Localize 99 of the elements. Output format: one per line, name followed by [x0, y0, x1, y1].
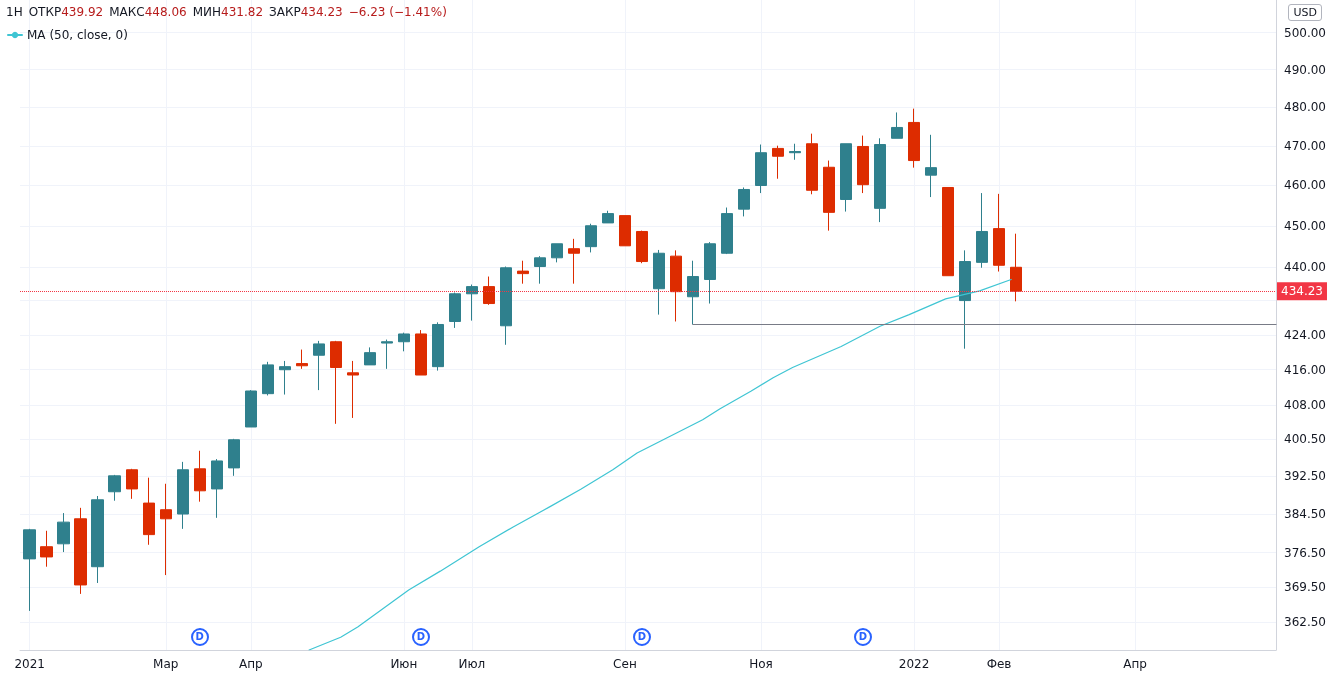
- candlestick: [857, 135, 869, 194]
- y-tick-label: 490.00: [1284, 62, 1326, 77]
- candlestick: [738, 186, 750, 217]
- candlestick: [279, 360, 291, 396]
- candlestick: [806, 133, 818, 195]
- candlestick: [245, 389, 257, 428]
- candlestick: [755, 144, 767, 194]
- x-tick-label: Мар: [153, 657, 179, 671]
- candlestick: [211, 458, 223, 519]
- candlestick: [942, 186, 954, 277]
- candlestick: [823, 160, 835, 232]
- y-tick-label: 392.50: [1284, 469, 1326, 484]
- candlestick: [347, 360, 359, 419]
- candlestick: [228, 438, 240, 477]
- line-series: [308, 278, 1012, 651]
- candlestick: [976, 192, 988, 269]
- candlestick: [57, 512, 70, 553]
- candlestick: [432, 321, 444, 372]
- candlestick: [108, 474, 121, 502]
- y-tick-label: 408.00: [1284, 398, 1326, 413]
- candlestick: [1010, 233, 1022, 302]
- candlestick: [636, 230, 648, 264]
- candlestick: [500, 266, 512, 346]
- y-tick-label: 384.50: [1284, 507, 1326, 522]
- legend-label: MA (50, close, 0): [27, 28, 128, 42]
- letter-circle-icon: D: [854, 628, 872, 646]
- candlestick: [194, 450, 206, 503]
- ref-line-label: 434.23: [1281, 284, 1323, 299]
- y-tick-label: 460.00: [1284, 178, 1326, 193]
- candlestick: [891, 111, 903, 139]
- letter-circle-icon: D: [411, 628, 430, 646]
- candlestick: [313, 340, 325, 391]
- y-tick-label: 416.00: [1284, 362, 1326, 377]
- candlestick: [296, 349, 308, 370]
- candlestick: [721, 207, 733, 255]
- annotation: ОТКР439.92: [28, 5, 104, 19]
- letter-circle-icon: D: [632, 628, 651, 646]
- candlestick: [466, 284, 478, 322]
- y-tick-label: 362.50: [1284, 614, 1326, 629]
- y-tick-label: 376.50: [1284, 545, 1326, 560]
- candlestick: [364, 346, 376, 366]
- x-tick-label: Фев: [986, 657, 1012, 671]
- chart-title: 1H: [6, 5, 23, 19]
- y-tick-label: 500.00: [1284, 25, 1326, 40]
- y-tick-label: 369.50: [1284, 579, 1326, 594]
- candlestick: [534, 255, 546, 285]
- candlestick: [908, 108, 920, 169]
- candlestick: [517, 260, 529, 285]
- y-axis-title: USD: [1288, 4, 1322, 21]
- x-tick-label: Апр: [238, 657, 263, 671]
- x-tick-label: Июл: [458, 657, 486, 671]
- candlestick: [177, 461, 189, 530]
- candlestick: [449, 292, 461, 329]
- candlestick: [993, 193, 1005, 273]
- x-tick-label: Ноя: [749, 657, 773, 671]
- candlestick: [772, 145, 784, 180]
- candlestick: [160, 483, 172, 576]
- y-tick-label: 440.00: [1284, 259, 1326, 274]
- annotation: −6.23 (−1.41%): [348, 5, 447, 19]
- candlestick: [840, 143, 852, 213]
- candlestick: [23, 528, 36, 612]
- candlestick: [381, 339, 393, 370]
- candlestick: [653, 249, 665, 316]
- candlestick: [670, 249, 682, 322]
- y-tick-label: 424.00: [1284, 327, 1326, 342]
- candlestick: [704, 241, 716, 305]
- candlestick: [619, 215, 631, 247]
- y-tick-label: 470.00: [1284, 139, 1326, 154]
- candlestick: [40, 530, 53, 568]
- candlestick: [330, 340, 342, 425]
- y-tick-label: 400.50: [1284, 432, 1326, 447]
- y-tick-label: 480.00: [1284, 100, 1326, 115]
- y-tick-label: 450.00: [1284, 218, 1326, 233]
- candlestick: [91, 495, 104, 584]
- candlestick: [126, 468, 138, 500]
- candlestick: [585, 223, 597, 253]
- candlestick: [398, 332, 410, 352]
- letter-circle-icon: D: [190, 628, 209, 646]
- candlestick: [687, 260, 699, 325]
- candlestick: [789, 143, 801, 161]
- x-tick-label: Сен: [613, 657, 637, 671]
- x-tick-label: 2022: [898, 657, 930, 671]
- annotation: МИН431.82: [192, 5, 264, 19]
- candlestick: [483, 276, 495, 306]
- x-tick-label: Апр: [1123, 657, 1147, 671]
- candlestick: [74, 507, 87, 595]
- candlestick: [262, 361, 274, 396]
- x-tick-label: Июн: [390, 657, 418, 671]
- candlestick: [874, 137, 886, 223]
- candlestick: [568, 238, 580, 285]
- annotation: ЗАКР434.23: [269, 5, 343, 19]
- annotation: МАКС448.06: [109, 5, 187, 19]
- candlestick: [415, 329, 427, 376]
- candlestick: [143, 477, 155, 546]
- candlestick: [925, 134, 937, 198]
- candlestick: [959, 249, 971, 350]
- candlestick: [551, 243, 563, 263]
- x-tick-label: 2021: [14, 657, 45, 671]
- candlestick: [602, 210, 614, 224]
